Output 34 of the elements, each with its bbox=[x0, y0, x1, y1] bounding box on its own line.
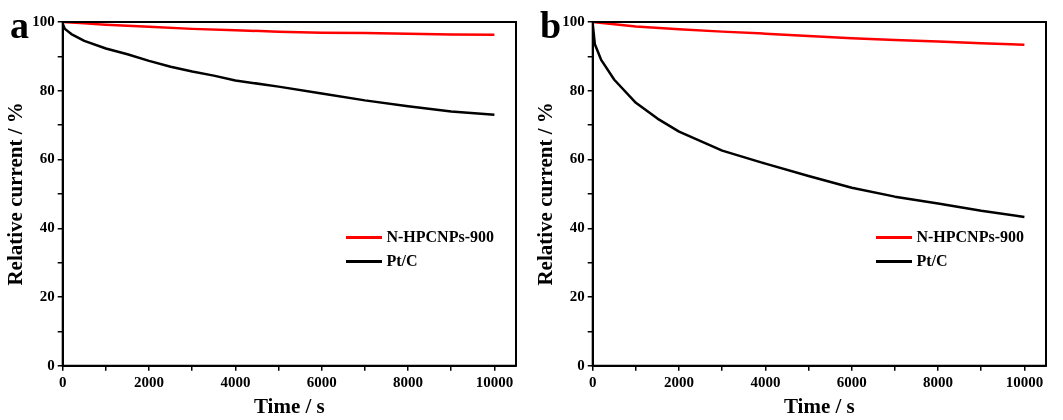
x-tick-label: 2000 bbox=[664, 373, 695, 390]
y-tick-label: 80 bbox=[39, 81, 55, 98]
y-tick-label: 60 bbox=[39, 150, 55, 167]
y-tick-label: 100 bbox=[32, 12, 55, 29]
y-tick-label: 60 bbox=[569, 150, 585, 167]
legend-label: Pt/C bbox=[916, 252, 948, 270]
x-tick-label: 0 bbox=[588, 373, 597, 390]
y-axis-title: Relative current / % bbox=[3, 102, 28, 286]
y-tick-label: 40 bbox=[39, 219, 55, 236]
y-axis-title: Relative current / % bbox=[533, 102, 558, 286]
x-tick-label: 4000 bbox=[220, 373, 251, 390]
x-tick-label: 6000 bbox=[306, 373, 337, 390]
x-tick-label: 0 bbox=[58, 373, 67, 390]
x-axis-title: Time / s bbox=[253, 393, 325, 418]
x-tick-label: 8000 bbox=[923, 373, 954, 390]
y-tick-label: 40 bbox=[569, 219, 585, 236]
y-tick-label: 80 bbox=[569, 81, 585, 98]
y-tick-label: 0 bbox=[577, 356, 585, 373]
chart-title: b bbox=[540, 4, 562, 46]
y-tick-label: 20 bbox=[569, 287, 585, 304]
legend-label: N-HPCNPs-900 bbox=[386, 228, 494, 246]
y-tick-label: 100 bbox=[562, 12, 585, 29]
y-tick-label: 0 bbox=[47, 356, 55, 373]
y-tick-label: 20 bbox=[39, 287, 55, 304]
x-tick-label: 4000 bbox=[750, 373, 781, 390]
x-tick-label: 10000 bbox=[475, 373, 514, 390]
x-tick-label: 2000 bbox=[134, 373, 165, 390]
legend-label: Pt/C bbox=[386, 252, 418, 270]
chart-title: a bbox=[10, 4, 29, 46]
x-tick-label: 6000 bbox=[836, 373, 867, 390]
legend-label: N-HPCNPs-900 bbox=[916, 228, 1024, 246]
x-tick-label: 10000 bbox=[1005, 373, 1044, 390]
x-tick-label: 8000 bbox=[393, 373, 424, 390]
x-axis-title: Time / s bbox=[783, 393, 855, 418]
